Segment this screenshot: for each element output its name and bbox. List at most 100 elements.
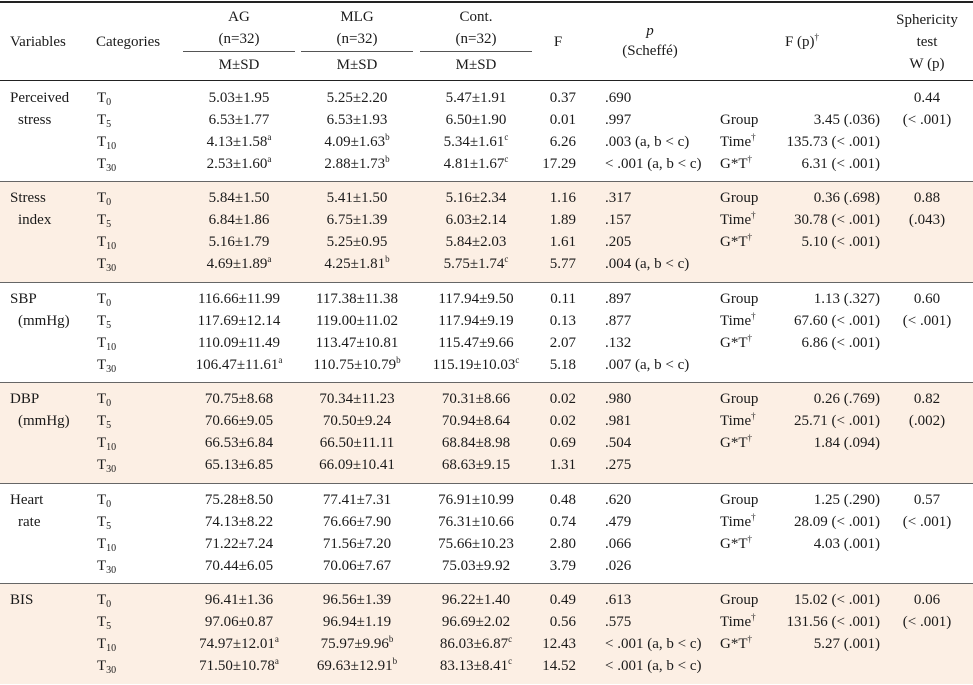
cont-mean-sd: 86.03±6.87 [439, 636, 509, 652]
ag-mean-sd: 6.53±1.77 [208, 112, 270, 128]
header-rule [0, 80, 973, 81]
time-point-subscript: 30 [106, 263, 117, 275]
mlg-mean-sd: 69.63±12.91 [316, 658, 393, 674]
effect-name: Group [720, 290, 759, 307]
f-value: 17.29 [542, 156, 576, 172]
cont-value: 4.81±1.67c [444, 153, 509, 175]
ag-mean-sd: 96.41±1.36 [204, 592, 274, 608]
cont-value: 70.94±8.64 [442, 410, 510, 432]
top-rule [0, 1, 973, 3]
time-point-letter: T [97, 334, 107, 351]
effect-name: G*T [720, 636, 748, 652]
variable-label: Heart [10, 491, 44, 508]
cont-value: 115.47±9.66 [438, 332, 513, 354]
f-value: 5.18 [549, 356, 576, 373]
time-point-letter: T [97, 557, 107, 574]
f-value: 0.02 [549, 391, 576, 408]
time-point: T5 [97, 109, 111, 131]
mlg-value: 70.50±9.24 [323, 410, 391, 432]
mlg-value: 75.97±9.96b [321, 633, 394, 655]
time-point-subscript: 10 [106, 141, 117, 152]
mlg-mean-sd: 96.56±1.39 [322, 592, 392, 608]
mlg-mean-sd: 4.09±1.63 [324, 134, 386, 150]
dagger-mark: † [751, 210, 756, 221]
sphericity-w: 0.06 [913, 592, 941, 608]
time-point: T0 [97, 288, 111, 310]
f-value: 0.74 [549, 513, 576, 530]
time-point-letter: T [97, 290, 107, 307]
cont-mean-sd: 68.63±9.15 [441, 457, 511, 474]
effect-value: 131.56 (< .001) [786, 614, 880, 630]
cont-value: 76.31±10.66 [438, 511, 514, 533]
time-point-letter: T [97, 256, 107, 273]
sphericity-p: (< .001) [902, 614, 952, 630]
cont-mean-sd: 5.47±1.91 [445, 90, 507, 106]
time-point-letter: T [97, 156, 107, 172]
time-point-letter: T [97, 658, 107, 674]
cont-mean-sd: 117.94±9.50 [438, 290, 514, 307]
effect-value: 6.31 (< .001) [801, 156, 880, 172]
section-band [0, 182, 973, 283]
ag-mean-sd: 110.09±11.49 [197, 334, 281, 351]
variable-label: (mmHg) [18, 312, 70, 329]
effect-value: 6.86 (< .001) [801, 334, 880, 351]
header-group-cont-n: (n=32) [455, 31, 497, 47]
p-value: .575 [605, 614, 632, 630]
ag-mean-sd: 117.69±12.14 [197, 312, 281, 329]
effect-value: 5.10 (< .001) [801, 234, 880, 251]
time-point: T0 [97, 489, 111, 511]
effect-value: 30.78 (< .001) [794, 212, 880, 229]
ag-value: 70.66±9.05 [205, 410, 273, 432]
ag-mean-sd: 74.97±12.01 [199, 636, 275, 652]
section-band [0, 584, 973, 685]
effect-name: Time [720, 413, 752, 430]
time-point-subscript: 30 [106, 363, 117, 375]
f-value: 14.52 [542, 658, 576, 674]
time-point: T5 [97, 310, 111, 332]
effect-label: Time† [720, 131, 756, 153]
time-point-subscript: 5 [106, 621, 112, 632]
time-point-subscript: 30 [106, 665, 117, 676]
section-band [0, 383, 973, 484]
cont-value: 115.19±10.03c [433, 354, 520, 376]
mlg-value: 113.47±10.81 [316, 332, 399, 354]
f-value: 0.48 [549, 491, 576, 508]
mlg-value: 70.06±7.67 [323, 555, 391, 577]
cont-mean-sd: 75.03±9.92 [441, 557, 511, 574]
ag-superscript: a [267, 254, 272, 265]
time-point-letter: T [97, 234, 107, 251]
f-value: 1.61 [549, 234, 576, 251]
ag-superscript: a [267, 132, 272, 142]
effect-name: Group [720, 190, 759, 207]
header-f: F [553, 34, 563, 50]
f-value: 0.69 [549, 435, 576, 452]
effect-value: 28.09 (< .001) [794, 513, 880, 530]
cont-value: 6.03±2.14 [446, 209, 507, 231]
cont-mean-sd: 5.84±2.03 [445, 234, 507, 251]
p-value: .981 [605, 413, 632, 430]
effect-value: 25.71 (< .001) [794, 413, 880, 430]
sphericity-w: 0.44 [913, 90, 941, 106]
effect-name: G*T [720, 435, 748, 452]
cont-mean-sd: 5.75±1.74 [443, 256, 505, 273]
time-point-subscript: 0 [106, 498, 112, 510]
time-point-subscript: 30 [106, 564, 117, 576]
time-point-subscript: 0 [106, 197, 112, 209]
time-point: T5 [97, 511, 111, 533]
effect-label: Time† [720, 611, 756, 633]
cont-value: 86.03±6.87c [440, 633, 512, 655]
effect-label: Time† [720, 209, 756, 231]
ag-mean-sd: 71.22±7.24 [204, 535, 274, 552]
header-sphericity-test: test [916, 34, 938, 50]
time-point-letter: T [97, 312, 107, 329]
f-value: 0.11 [550, 290, 576, 307]
variable-label: (mmHg) [18, 413, 70, 430]
ag-superscript: a [274, 634, 279, 644]
cont-mean-sd: 5.16±2.34 [445, 190, 507, 207]
ag-mean-sd: 5.03±1.95 [208, 90, 270, 106]
time-point-letter: T [97, 212, 107, 229]
ag-value: 116.66±11.99 [198, 288, 280, 310]
mlg-value: 66.50±11.11 [320, 432, 395, 454]
time-point: T10 [97, 131, 116, 153]
mlg-mean-sd: 117.38±11.38 [315, 290, 399, 307]
